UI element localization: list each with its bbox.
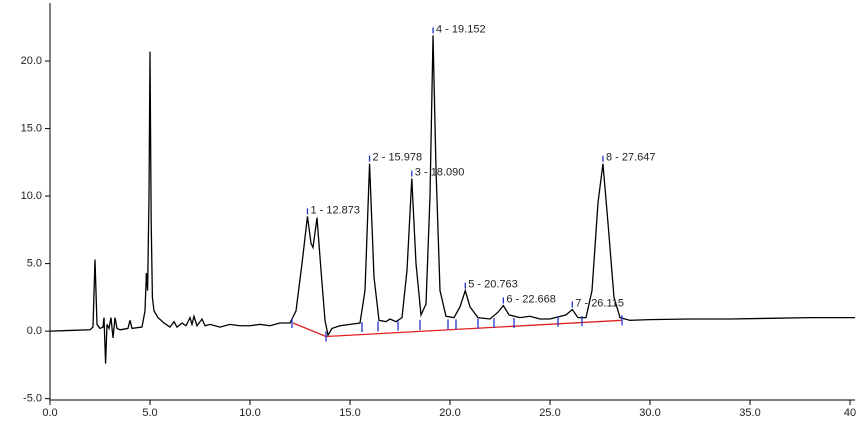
peak-label: 7 - 26.115 [575, 297, 624, 309]
y-tick-label: -5.0 [23, 393, 42, 405]
x-tick-label: 35.0 [739, 407, 760, 419]
x-tick-label: 5.0 [142, 407, 157, 419]
x-tick-label: 25.0 [539, 407, 560, 419]
peak-label: 8 - 27.647 [606, 152, 656, 164]
y-tick-label: 10.0 [21, 190, 42, 202]
peak-label: 1 - 12.873 [310, 204, 360, 216]
trace [49, 35, 855, 364]
x-tick-label: 15.0 [339, 407, 360, 419]
x-tick-label: 30.0 [639, 407, 660, 419]
peak-label: 5 - 20.763 [468, 279, 518, 291]
baseline [292, 319, 623, 338]
peak-label: 4 - 19.152 [436, 23, 486, 35]
peak-label: 2 - 15.978 [373, 152, 423, 164]
y-tick-label: 15.0 [21, 122, 42, 134]
x-tick-label: 20.0 [439, 407, 460, 419]
x-tick-label: 0.0 [42, 407, 57, 419]
y-tick-label: 20.0 [21, 55, 42, 67]
x-tick-label: 40 [844, 407, 856, 419]
x-tick-label: 10.0 [239, 407, 260, 419]
y-tick-label: 5.0 [27, 258, 42, 270]
y-tick-label: 0.0 [27, 325, 42, 337]
peak-label: 3 - 18.090 [415, 166, 465, 178]
peak-label: 6 - 22.668 [506, 293, 556, 305]
